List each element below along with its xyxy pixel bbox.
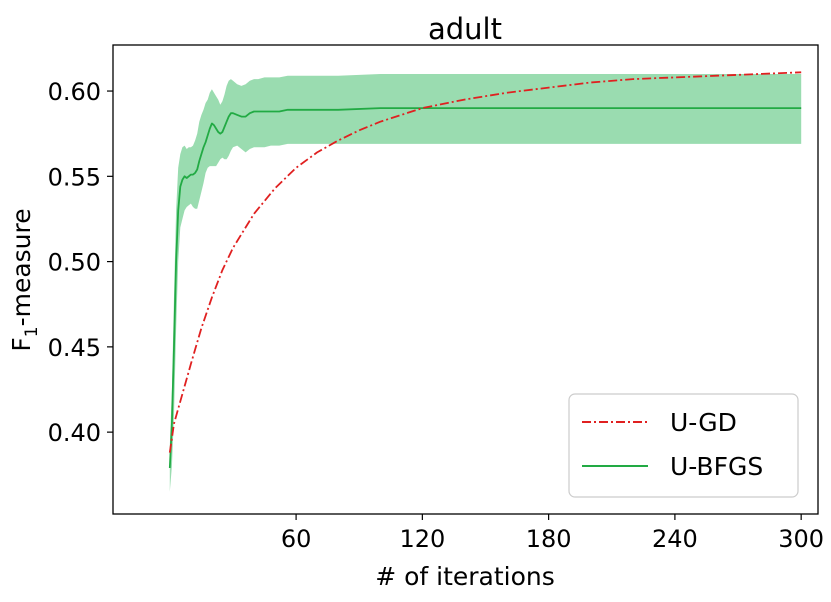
series-line-u-bfgs [168, 107, 802, 469]
y-tick-label: 0.40 [48, 419, 101, 447]
x-tick-label: 120 [399, 525, 445, 553]
y-tick-label: 0.50 [48, 249, 101, 277]
x-tick-label: 60 [281, 525, 312, 553]
x-tick-label: 180 [526, 525, 572, 553]
plot-frame [112, 44, 819, 515]
y-axis-label-main: F [7, 337, 36, 351]
legend-label-u-gd: U-GD [670, 408, 737, 437]
chart-title: adult [428, 12, 502, 46]
y-tick-label: 0.45 [48, 334, 101, 362]
y-axis-label: F1-measure [7, 208, 42, 351]
band-u-bfgs [169, 74, 802, 492]
x-axis-label: # of iterations [375, 562, 555, 591]
y-axis-label-rest: -measure [7, 208, 36, 326]
legend-box [568, 393, 799, 498]
legend-label-u-bfgs: U-BFGS [670, 452, 763, 481]
x-tick-label: 300 [778, 525, 824, 553]
y-tick-label: 0.60 [48, 78, 101, 106]
x-tick-label: 240 [652, 525, 698, 553]
y-tick-label: 0.55 [48, 163, 101, 191]
series-line-u-gd [168, 71, 802, 453]
legend: U-GD U-BFGS [568, 393, 799, 498]
y-axis-label-subscript: 1 [22, 326, 42, 337]
